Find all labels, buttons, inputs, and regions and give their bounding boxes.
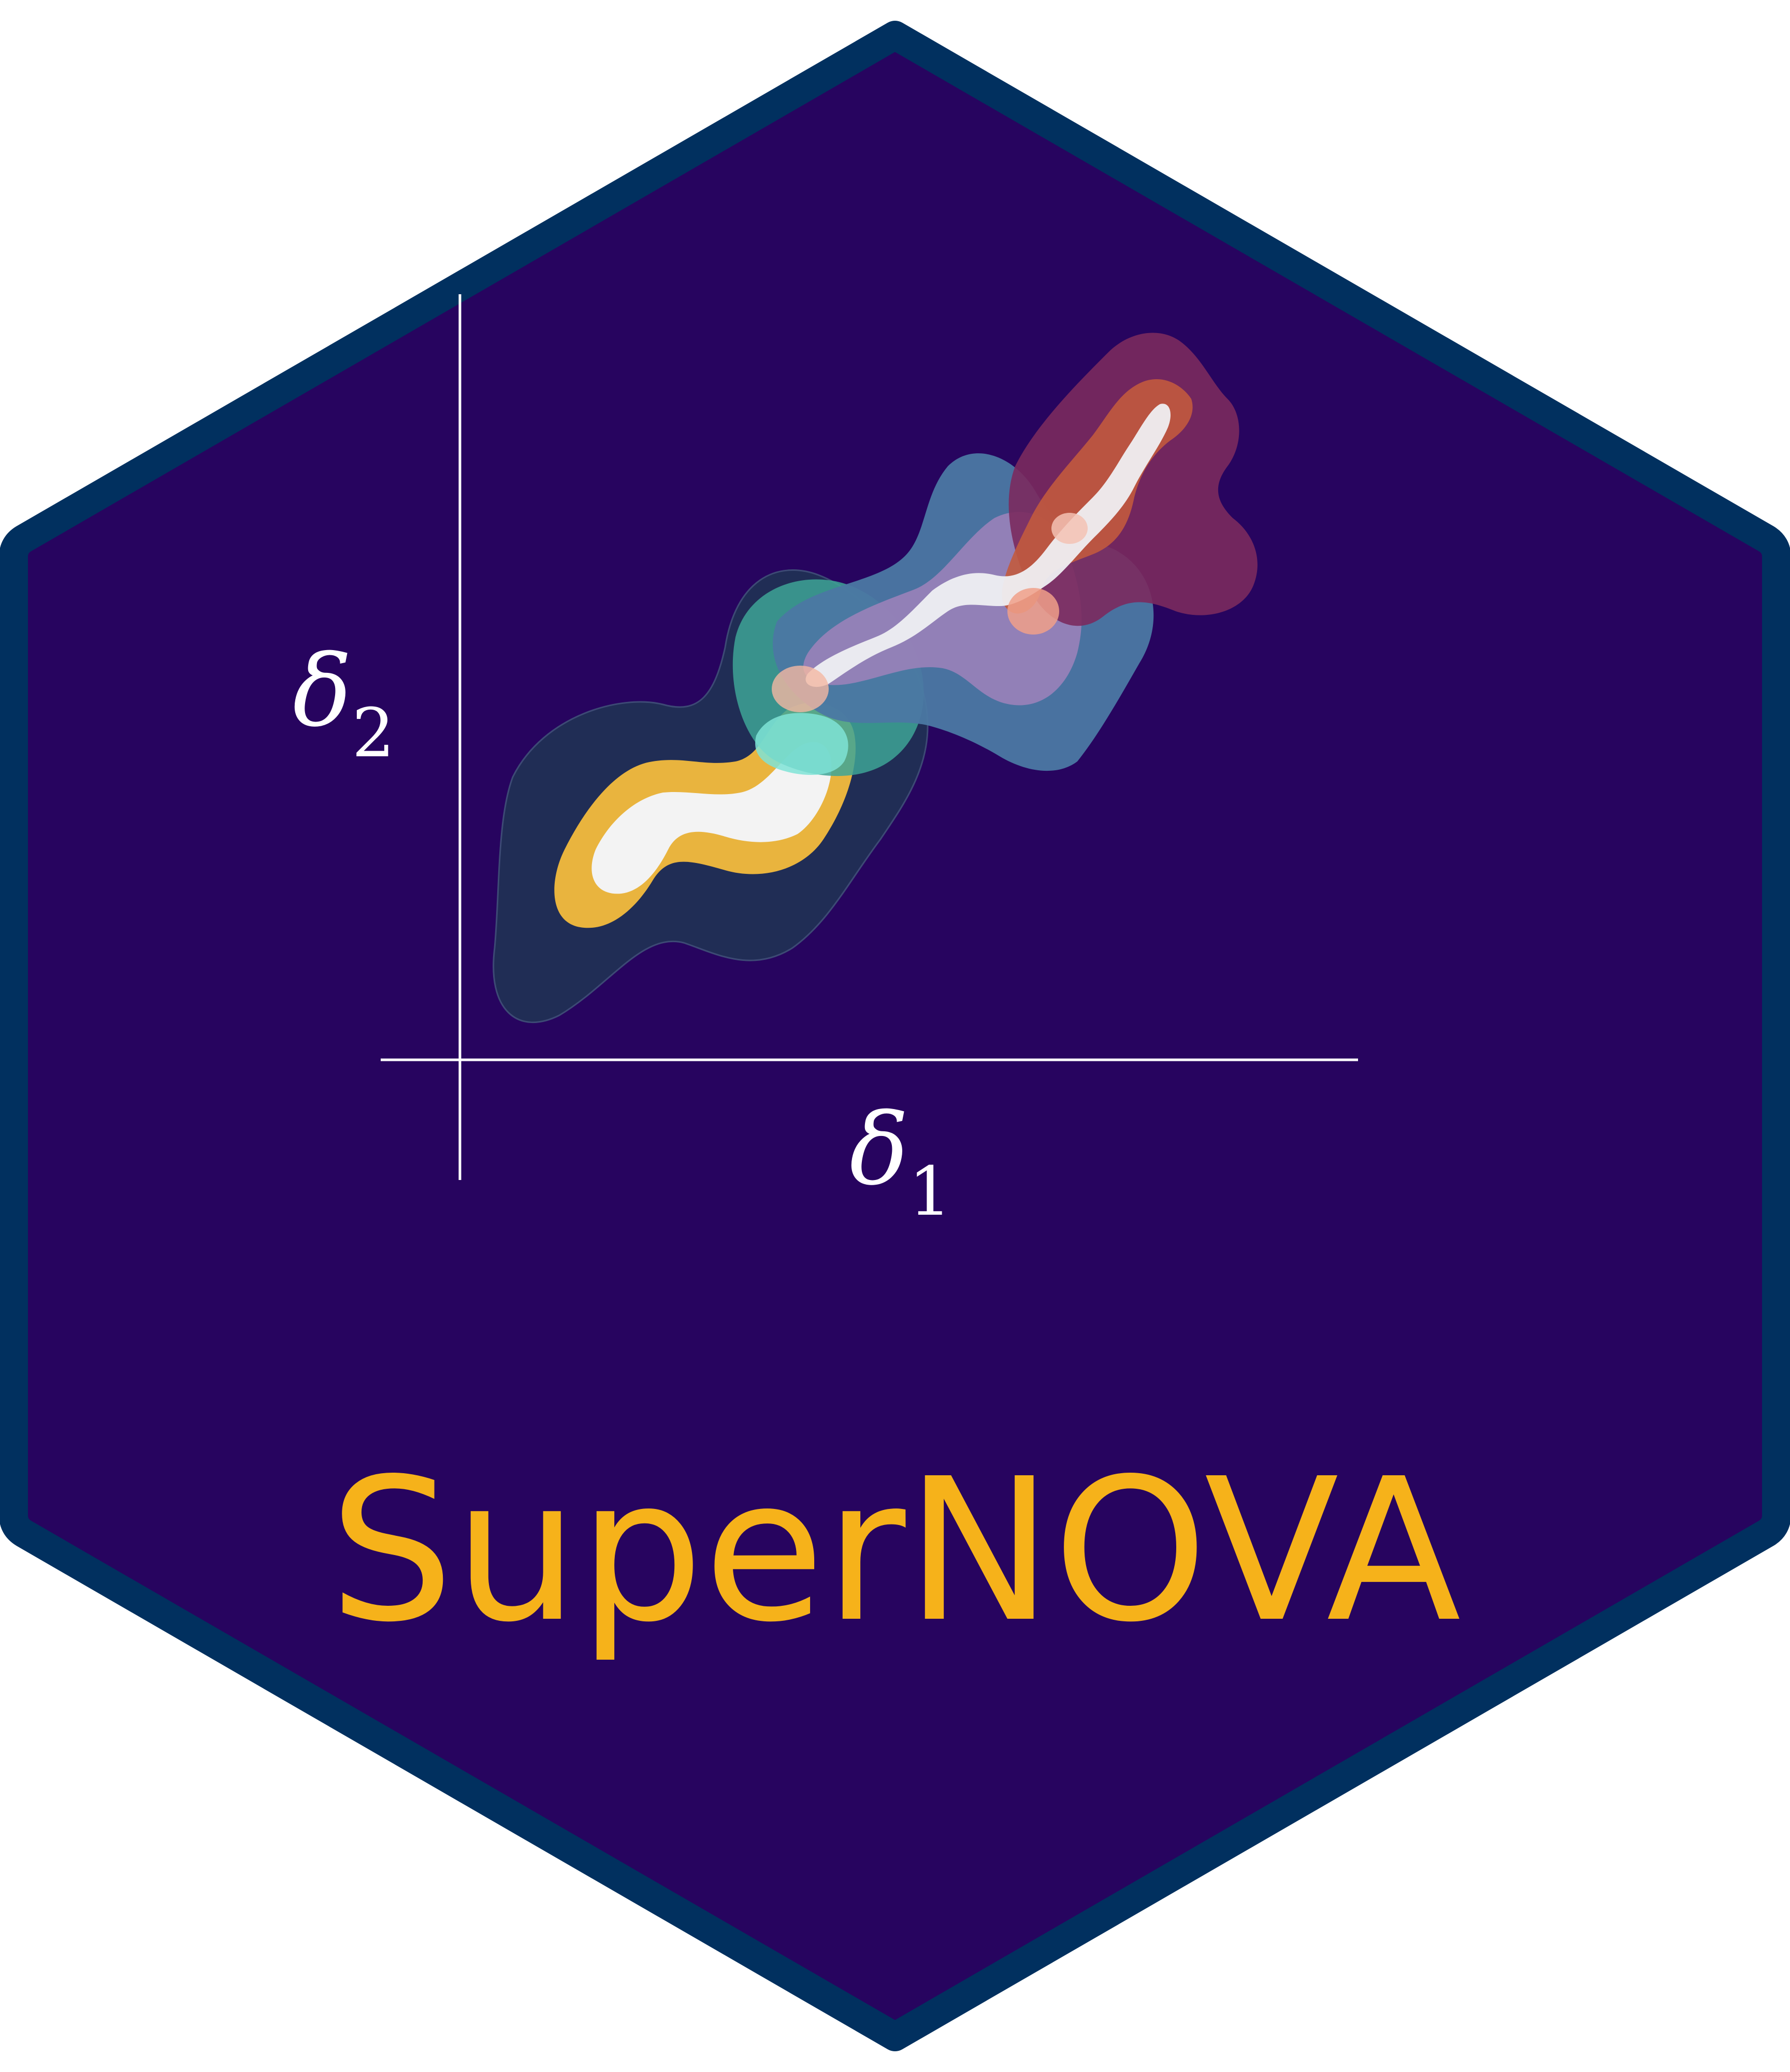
brand-title: SuperNOVA [329, 1436, 1462, 1665]
contour-cyan-core [755, 713, 848, 775]
hexagon-shape [0, 21, 1790, 2051]
contour-gold-core [591, 742, 832, 894]
density-contours [493, 333, 1258, 1024]
contour-peach-spot-1 [772, 666, 829, 712]
contour-light-ridge [805, 404, 1171, 687]
y-axis-label: δ2 [293, 634, 395, 772]
contour-peach-spot-2 [1007, 588, 1059, 635]
contour-peach-spot-3 [1051, 513, 1088, 544]
x-axis-label: δ1 [849, 1092, 951, 1231]
